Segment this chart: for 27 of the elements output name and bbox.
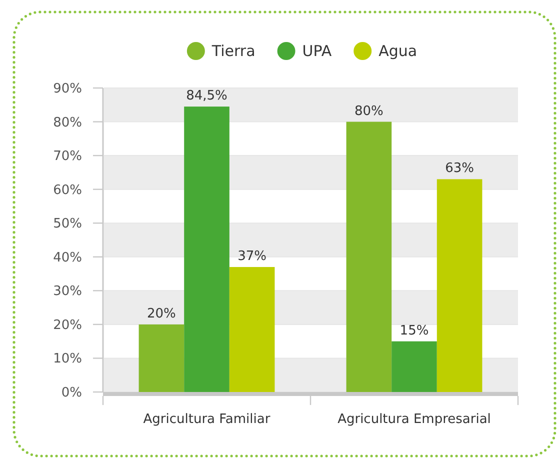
y-tick-label: 10% [53,352,82,367]
y-tick-label: 90% [53,82,82,96]
y-tick-label: 40% [53,250,82,266]
y-tick-label: 0% [61,386,82,400]
y-tick-label: 70% [53,149,82,164]
bar [229,267,275,392]
data-label: 63% [445,161,474,176]
legend-label: UPA [302,42,332,60]
y-tick-label: 80% [53,115,82,130]
y-tick-label: 30% [53,284,82,300]
legend-label: Agua [378,42,418,60]
legend-label: Tierra [210,42,256,60]
x-tick-label: Agricultura Empresarial [338,412,491,427]
bar [392,341,437,392]
bar [436,179,482,392]
data-label: 15% [400,323,429,338]
y-tick-label: 50% [53,216,82,232]
bar [346,122,392,392]
bar [184,106,230,392]
data-label: 20% [146,306,176,322]
data-label: 84,5% [186,88,228,104]
x-tick-label: Agricultura Familiar [143,412,271,427]
data-label: 37% [238,249,267,264]
data-label: 80% [354,104,384,119]
bar [138,324,184,392]
y-tick-label: 20% [53,318,82,333]
y-tick-label: 60% [53,182,82,198]
